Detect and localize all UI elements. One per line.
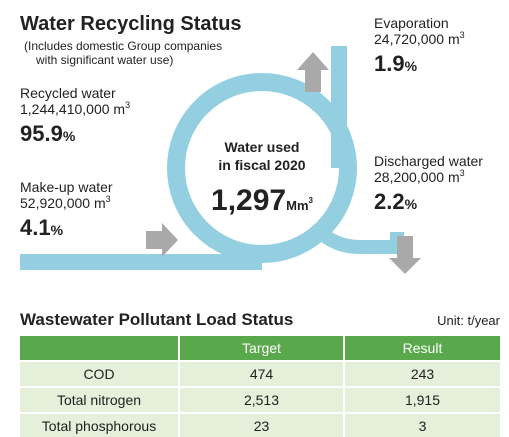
note: with significant water use) bbox=[35, 53, 173, 67]
table-cell bbox=[180, 362, 343, 386]
text-part: Mm bbox=[286, 198, 308, 213]
cell-text: Total phosphorous bbox=[42, 418, 156, 434]
text-part: % bbox=[405, 196, 418, 212]
arrow-right bbox=[146, 223, 178, 257]
texts: Water Recycling Status (Includes domestic… bbox=[20, 13, 501, 437]
cell-text: COD bbox=[83, 366, 114, 382]
text-part: 3 bbox=[460, 168, 465, 178]
table-cell bbox=[345, 388, 500, 412]
header-cell bbox=[180, 336, 343, 360]
text-part: 1,244,410,000 m bbox=[20, 101, 125, 117]
text-part: 95.9 bbox=[20, 121, 63, 146]
diagram bbox=[20, 46, 421, 274]
title: Water Recycling Status bbox=[20, 13, 242, 35]
text-part: 52,920,000 m bbox=[20, 195, 106, 211]
text-part: % bbox=[405, 58, 418, 74]
table-cell bbox=[180, 414, 343, 437]
center-line: in fiscal 2020 bbox=[218, 157, 305, 173]
header-cell bbox=[345, 336, 500, 360]
column-header: Target bbox=[242, 340, 281, 356]
flow-label: Discharged water bbox=[374, 153, 483, 169]
table-unit: Unit: t/year bbox=[437, 313, 501, 328]
text-part: 1,297 bbox=[211, 184, 286, 217]
table-cell bbox=[180, 388, 343, 412]
header-cell bbox=[20, 336, 178, 360]
text-part: 3 bbox=[125, 100, 130, 110]
cell-text: 23 bbox=[254, 418, 270, 434]
table-cell bbox=[20, 388, 178, 412]
center-value: 1,297Mm3 bbox=[211, 184, 313, 217]
center-line: Water used bbox=[225, 139, 300, 155]
cell-text: 2,513 bbox=[244, 392, 279, 408]
cell-text: 243 bbox=[411, 366, 435, 382]
flow-label: Evaporation bbox=[374, 15, 449, 31]
flow-label: Recycled water bbox=[20, 85, 116, 101]
flow-share: 4.1% bbox=[20, 215, 64, 240]
discharge-pipe bbox=[313, 224, 404, 254]
text-part: 2.2 bbox=[374, 189, 405, 214]
flow-amount: 52,920,000 m3 bbox=[20, 194, 111, 211]
flow-amount: 28,200,000 m3 bbox=[374, 168, 465, 185]
text-part: 28,200,000 m bbox=[374, 169, 460, 185]
text-part: 3 bbox=[309, 196, 314, 205]
flow-label: Make-up water bbox=[20, 179, 113, 195]
text-part: % bbox=[63, 128, 76, 144]
arrow-down bbox=[389, 236, 421, 274]
text-part: 24,720,000 m bbox=[374, 31, 460, 47]
table-cell bbox=[20, 414, 178, 437]
flow-share: 1.9% bbox=[374, 51, 418, 76]
flow-amount: 24,720,000 m3 bbox=[374, 30, 465, 47]
table-cell bbox=[345, 414, 500, 437]
table-cell bbox=[345, 362, 500, 386]
cell-text: Total nitrogen bbox=[57, 392, 141, 408]
cell-text: 3 bbox=[419, 418, 427, 434]
text-part: % bbox=[51, 222, 64, 238]
flow-amount: 1,244,410,000 m3 bbox=[20, 100, 130, 117]
text-part: 3 bbox=[106, 194, 111, 204]
note: (Includes domestic Group companies bbox=[24, 39, 222, 53]
flow-share: 95.9% bbox=[20, 121, 76, 146]
column-header: Result bbox=[403, 340, 443, 356]
text-part: 1.9 bbox=[374, 51, 405, 76]
cell-text: 1,915 bbox=[405, 392, 440, 408]
table-cell bbox=[20, 362, 178, 386]
cell-text: 474 bbox=[250, 366, 274, 382]
arrow-up bbox=[297, 52, 329, 92]
text-part: 3 bbox=[460, 30, 465, 40]
flow-share: 2.2% bbox=[374, 189, 418, 214]
text-part: 4.1 bbox=[20, 215, 51, 240]
table-title: Wastewater Pollutant Load Status bbox=[20, 310, 293, 329]
